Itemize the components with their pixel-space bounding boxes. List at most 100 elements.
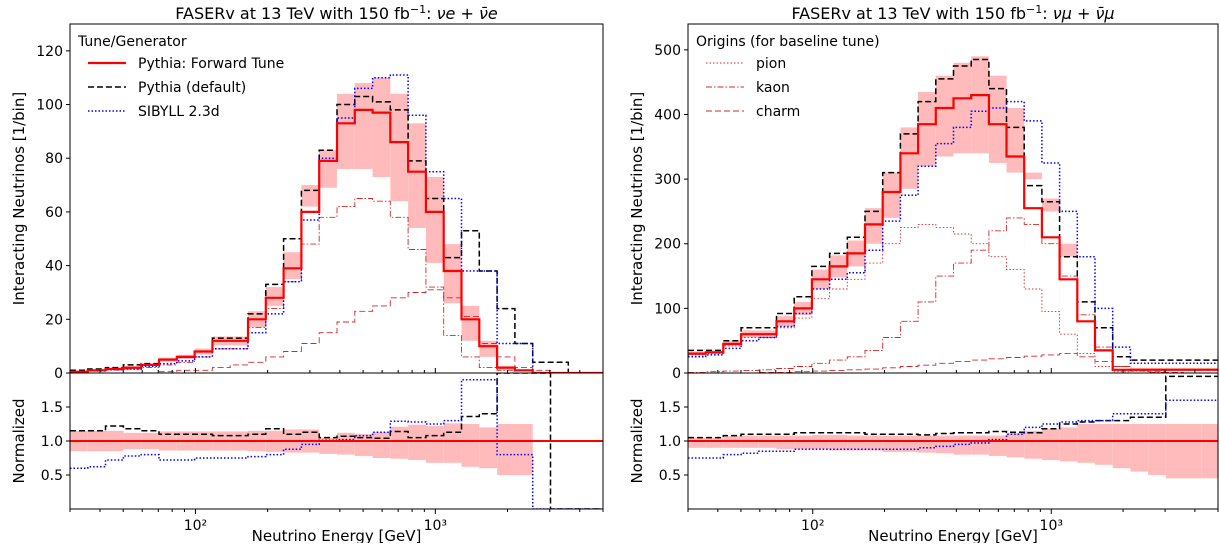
- band-mask-bin: [777, 337, 795, 373]
- legend-label: SIBYLL 2.3d: [138, 104, 220, 120]
- title-tail: :: [426, 4, 436, 23]
- band-mask-bin: [1077, 302, 1095, 373]
- legend-label: Pythia (default): [138, 80, 246, 96]
- ratio-band-bin: [1042, 429, 1060, 460]
- legend-label: Pythia: Forward Tune: [138, 56, 284, 72]
- band-mask-bin: [141, 368, 159, 373]
- ratio-y-tick-label: 0.5: [41, 468, 63, 484]
- band-mask-bin: [830, 302, 848, 373]
- band-mask-bin: [479, 365, 497, 373]
- ratio-band-bin: [1060, 427, 1078, 461]
- ratio-band-bin: [706, 438, 724, 448]
- band-mask-bin: [212, 349, 230, 373]
- uncertainty-band-bin: [373, 78, 391, 177]
- title-math: νe + ν̄e: [437, 4, 498, 23]
- ratio-band-bin: [936, 436, 954, 454]
- y-tick-label: 20: [45, 312, 63, 328]
- ratio-band-bin: [462, 424, 480, 467]
- ratio-band-bin: [989, 436, 1007, 456]
- y-tick-label: 0: [54, 366, 63, 382]
- ratio-band-bin: [1130, 424, 1148, 472]
- ratio-band-bin: [865, 436, 883, 451]
- band-mask-bin: [1095, 341, 1113, 373]
- uncertainty-band-bin: [900, 127, 918, 188]
- band-mask-bin: [953, 195, 971, 373]
- ratio-band-bin: [883, 436, 901, 452]
- uncertainty-band-bin: [408, 123, 426, 228]
- ratio-band-bin: [794, 436, 812, 450]
- uncertainty-band-bin: [337, 94, 355, 175]
- ratio-band-bin: [515, 424, 533, 475]
- title-sup: −1: [1026, 3, 1042, 16]
- legend-title: Origins (for baseline tune): [696, 34, 880, 50]
- ratio-band-bin: [1148, 424, 1166, 475]
- legend-label: charm: [756, 104, 800, 120]
- band-mask-bin: [177, 362, 195, 373]
- y-axis-label: Interacting Neutrinos [1/bin]: [10, 92, 28, 305]
- y-tick-label: 500: [654, 43, 681, 59]
- ratio-band-bin: [1095, 424, 1113, 465]
- x-axis-label: Neutrino Energy [GeV]: [252, 527, 422, 543]
- band-mask-bin: [918, 218, 936, 373]
- chart-title: FASERv at 13 TeV with 150 fb−1: νe + ν̄e: [175, 3, 498, 23]
- x-tick-label: 10²: [184, 518, 207, 534]
- ratio-band-bin: [971, 436, 989, 455]
- band-mask-bin: [301, 207, 319, 373]
- band-mask-bin: [408, 252, 426, 373]
- band-mask-bin: [847, 292, 865, 373]
- ratio-y-axis-label: Normalized: [10, 398, 28, 483]
- ratio-band-bin: [900, 436, 918, 452]
- ratio-band-bin: [830, 435, 848, 451]
- y-tick-label: 100: [36, 98, 63, 114]
- uncertainty-band-bin: [936, 76, 954, 157]
- y-tick-label: 200: [654, 237, 681, 253]
- band-mask-bin: [319, 188, 337, 373]
- ratio-band-bin: [373, 432, 391, 458]
- y-tick-label: 120: [36, 44, 63, 60]
- ratio-y-tick-label: 0.5: [659, 468, 681, 484]
- ratio-band-bin: [426, 426, 444, 463]
- band-mask-bin: [284, 279, 302, 373]
- ratio-plot-area: [70, 373, 603, 509]
- ratio-band-bin: [1007, 433, 1025, 457]
- uncertainty-band-bin: [462, 306, 480, 341]
- ratio-plot-area: [688, 376, 1218, 478]
- y-tick-label: 100: [654, 301, 681, 317]
- uncertainty-band-bin: [865, 208, 883, 244]
- ratio-band-bin: [1024, 431, 1042, 459]
- band-mask-bin: [865, 276, 883, 373]
- ratio-band-bin: [408, 425, 426, 460]
- band-mask-bin: [989, 163, 1007, 373]
- uncertainty-band-bin: [971, 56, 989, 153]
- y-tick-label: 60: [45, 205, 63, 221]
- x-tick-label: 10³: [424, 518, 447, 534]
- band-mask-bin: [759, 347, 777, 373]
- band-mask-bin: [741, 347, 759, 373]
- band-mask-bin: [1042, 211, 1060, 373]
- band-mask-bin: [248, 327, 266, 373]
- band-mask-bin: [373, 188, 391, 373]
- uncertainty-band-bin: [426, 177, 444, 263]
- ratio-band-bin: [1184, 424, 1202, 478]
- y-axis-label: Interacting Neutrinos [1/bin]: [628, 92, 646, 305]
- ratio-y-tick-label: 1.5: [41, 400, 63, 416]
- uncertainty-band-bin: [918, 92, 936, 166]
- x-axis-label: Neutrino Energy [GeV]: [868, 527, 1038, 543]
- title-sup: −1: [410, 3, 426, 16]
- legend-label: pion: [756, 56, 786, 72]
- y-tick-label: 40: [45, 259, 63, 275]
- ratio-y-tick-label: 1.5: [659, 400, 681, 416]
- band-mask-bin: [706, 360, 724, 373]
- band-mask-bin: [355, 177, 373, 373]
- band-mask-bin: [883, 257, 901, 373]
- ratio-band-bin: [444, 423, 462, 462]
- band-mask-bin: [337, 169, 355, 373]
- ratio-band-bin: [479, 427, 497, 468]
- band-mask-bin: [1060, 257, 1078, 373]
- ratio-band-bin: [918, 436, 936, 453]
- ratio-y-axis-label: Normalized: [628, 398, 646, 483]
- band-mask-bin: [900, 237, 918, 373]
- ratio-band-bin: [723, 436, 741, 448]
